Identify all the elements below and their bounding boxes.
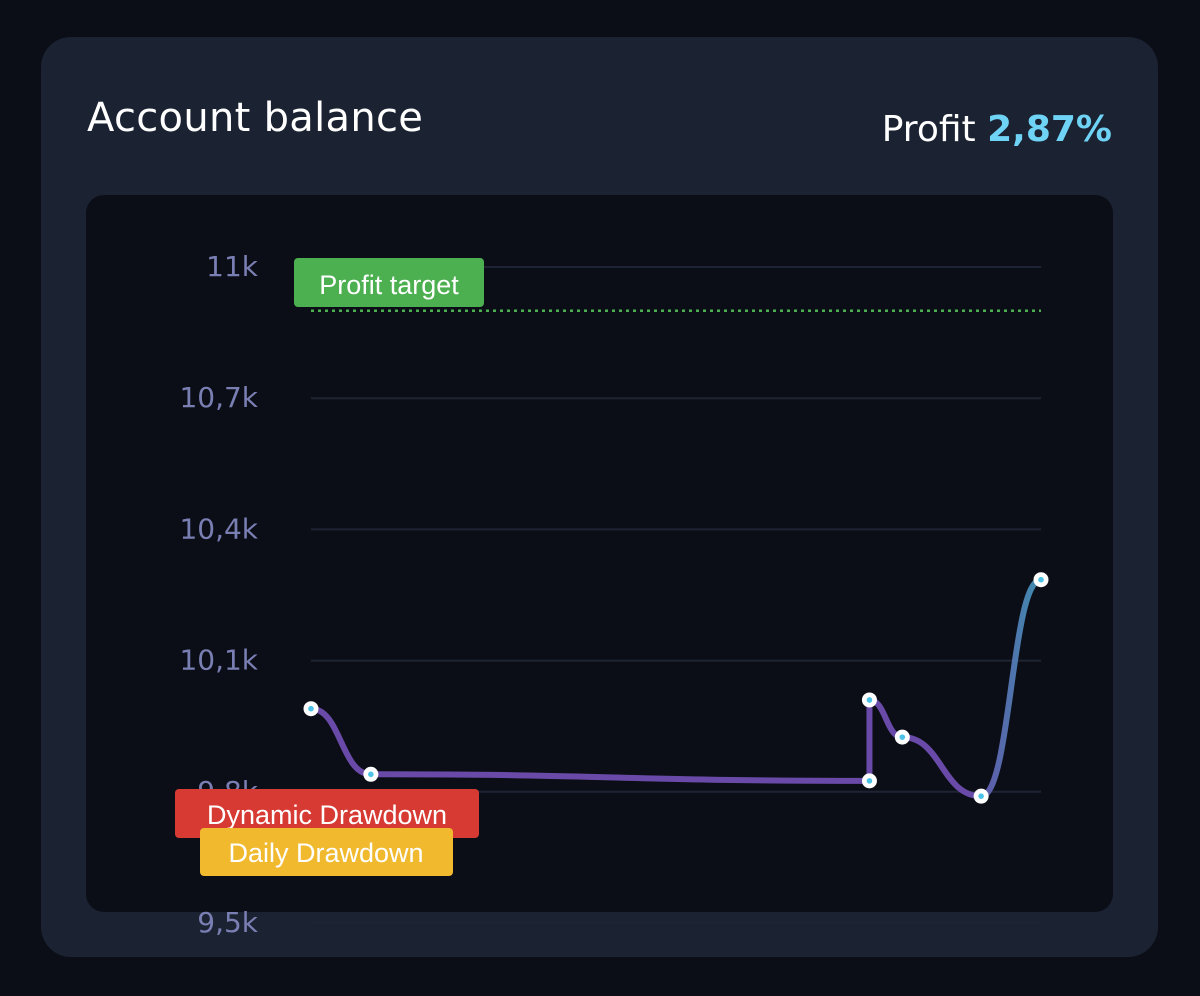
daily-drawdown-badge bbox=[200, 828, 453, 876]
daily-drawdown-label: Daily Drawdown bbox=[228, 838, 423, 868]
y-tick-label: 10,4k bbox=[179, 512, 258, 545]
data-point-center bbox=[866, 778, 873, 784]
profit-target-label: Profit target bbox=[319, 270, 459, 300]
balance-series-line bbox=[308, 576, 1044, 800]
card-title: Account balance bbox=[87, 95, 424, 141]
y-tick-label: 10,7k bbox=[179, 381, 258, 414]
dynamic-drawdown-badge bbox=[175, 789, 479, 838]
data-point-center bbox=[368, 771, 374, 778]
y-tick-label: 11k bbox=[206, 250, 259, 283]
y-tick-label: 10,1k bbox=[179, 644, 258, 677]
data-point-center bbox=[308, 705, 314, 712]
data-point-center bbox=[899, 734, 906, 740]
dynamic-drawdown-label: Dynamic Drawdown bbox=[207, 800, 447, 830]
profit-value: 2,87% bbox=[987, 109, 1112, 150]
y-tick-label: 9,5k bbox=[197, 906, 259, 939]
data-point-center bbox=[1038, 576, 1044, 583]
profit-target-badge bbox=[294, 258, 484, 307]
data-point-center bbox=[978, 793, 984, 799]
profit-summary: Profit 2,87% bbox=[882, 109, 1112, 150]
data-point-center bbox=[866, 697, 873, 703]
profit-label: Profit bbox=[881, 109, 976, 150]
